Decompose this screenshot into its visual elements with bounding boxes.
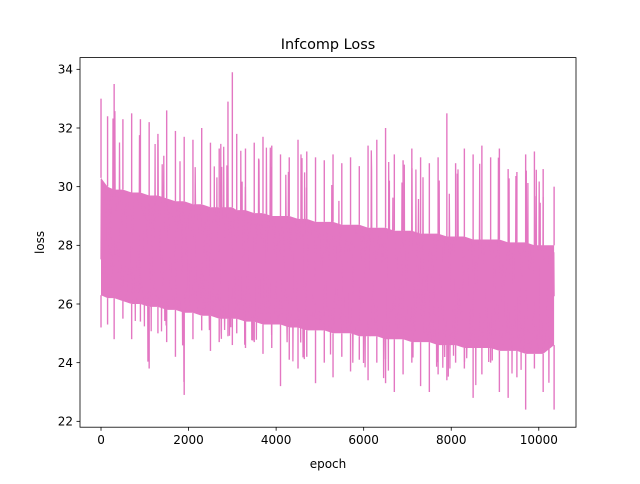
x-tick-label: 0 — [97, 433, 105, 447]
y-tick-label: 28 — [58, 239, 73, 253]
x-axis: 0 2000 4000 6000 8000 10000 — [97, 427, 558, 447]
x-tick-label: 10000 — [520, 433, 558, 447]
x-tick-label: 6000 — [348, 433, 379, 447]
y-tick-label: 34 — [58, 63, 73, 77]
chart-title: Infcomp Loss — [281, 37, 375, 53]
y-tick-label: 26 — [58, 297, 73, 311]
x-axis-label: epoch — [310, 457, 347, 471]
x-tick-label: 2000 — [173, 433, 204, 447]
x-tick-label: 8000 — [436, 433, 467, 447]
plot-frame — [79, 57, 577, 428]
plot-layer — [100, 72, 555, 410]
y-tick-label: 32 — [58, 121, 73, 135]
x-tick-label: 4000 — [261, 433, 292, 447]
y-axis-label: loss — [33, 231, 47, 254]
y-tick-label: 22 — [58, 415, 73, 429]
loss-series-line — [100, 111, 555, 386]
y-tick-label: 24 — [58, 356, 73, 370]
y-tick-label: 30 — [58, 180, 73, 194]
y-axis: 22 24 26 28 30 32 34 — [58, 63, 80, 429]
